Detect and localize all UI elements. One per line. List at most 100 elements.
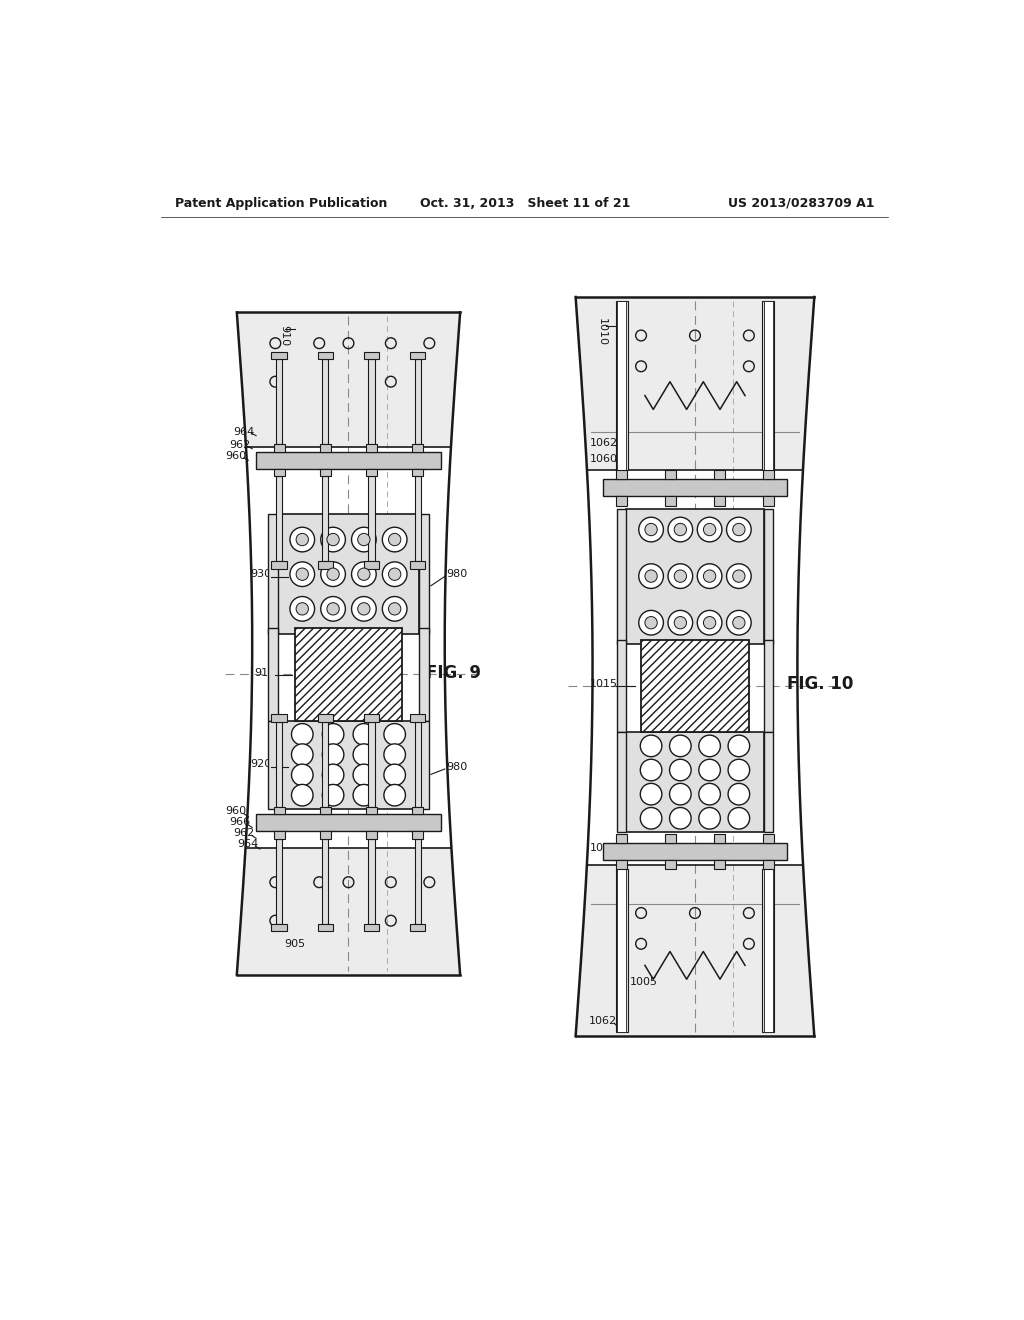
Bar [764, 733, 773, 832]
Bar [323, 840, 329, 924]
Text: 966: 966 [229, 817, 250, 828]
Circle shape [351, 527, 376, 552]
Circle shape [668, 610, 692, 635]
Circle shape [384, 723, 406, 744]
Bar [413, 444, 423, 451]
Circle shape [321, 562, 345, 586]
Bar [319, 807, 331, 814]
Circle shape [697, 517, 722, 541]
Bar [317, 714, 333, 722]
Circle shape [321, 597, 345, 622]
Polygon shape [575, 866, 814, 1036]
Bar [413, 807, 423, 814]
Bar [273, 807, 285, 814]
Circle shape [697, 610, 722, 635]
Bar [410, 924, 425, 932]
Text: 915: 915 [254, 668, 274, 677]
Bar [419, 628, 429, 721]
Circle shape [351, 562, 376, 586]
Circle shape [674, 616, 686, 628]
Circle shape [733, 523, 745, 536]
Circle shape [698, 808, 720, 829]
Bar [276, 477, 283, 561]
Bar [763, 470, 773, 479]
Text: 910: 910 [280, 325, 289, 346]
Bar [268, 721, 278, 809]
Bar [364, 924, 379, 932]
Circle shape [357, 568, 370, 581]
Circle shape [323, 784, 344, 807]
Text: 1062: 1062 [590, 438, 617, 449]
Circle shape [727, 564, 752, 589]
Circle shape [698, 759, 720, 781]
Bar [763, 859, 773, 869]
Bar [602, 479, 787, 496]
Bar [319, 469, 331, 477]
Bar [319, 444, 331, 451]
Circle shape [670, 783, 691, 805]
Circle shape [674, 570, 686, 582]
Bar [369, 477, 375, 561]
Circle shape [645, 523, 657, 536]
Bar [295, 628, 402, 721]
Bar [276, 840, 283, 924]
Circle shape [640, 783, 662, 805]
Polygon shape [575, 297, 814, 470]
Circle shape [292, 723, 313, 744]
Circle shape [292, 784, 313, 807]
Text: 1010: 1010 [596, 318, 606, 346]
Bar [764, 301, 773, 470]
Circle shape [703, 616, 716, 628]
Bar [665, 859, 676, 869]
Bar [419, 721, 429, 809]
Circle shape [670, 759, 691, 781]
Circle shape [323, 723, 344, 744]
Circle shape [353, 784, 375, 807]
Bar [323, 477, 329, 561]
Circle shape [353, 764, 375, 785]
Bar [616, 834, 628, 843]
Bar [413, 832, 423, 840]
Circle shape [388, 533, 400, 545]
Bar [616, 859, 628, 869]
Bar [415, 477, 421, 561]
Bar [268, 515, 278, 635]
Bar [317, 351, 333, 359]
Circle shape [703, 523, 716, 536]
Text: Oct. 31, 2013   Sheet 11 of 21: Oct. 31, 2013 Sheet 11 of 21 [420, 197, 630, 210]
Bar [317, 561, 333, 569]
Bar [369, 359, 375, 444]
Polygon shape [237, 313, 460, 447]
Text: 1005: 1005 [630, 977, 657, 987]
Circle shape [674, 523, 686, 536]
Circle shape [290, 562, 314, 586]
Circle shape [727, 517, 752, 541]
Bar [273, 469, 285, 477]
Bar [410, 351, 425, 359]
Circle shape [733, 616, 745, 628]
Circle shape [698, 783, 720, 805]
Text: 930: 930 [250, 569, 271, 579]
Circle shape [388, 568, 400, 581]
Circle shape [668, 517, 692, 541]
Text: 962: 962 [229, 440, 251, 450]
Circle shape [645, 616, 657, 628]
Bar [367, 469, 377, 477]
Circle shape [728, 808, 750, 829]
Bar [367, 807, 377, 814]
Bar [317, 924, 333, 932]
Bar [714, 496, 725, 506]
Bar [616, 733, 626, 832]
Bar [763, 834, 773, 843]
Bar [369, 840, 375, 924]
Bar [278, 721, 419, 809]
Circle shape [353, 744, 375, 766]
Bar [626, 733, 764, 832]
Circle shape [382, 527, 407, 552]
Text: FIG. 9: FIG. 9 [426, 664, 481, 681]
Circle shape [698, 735, 720, 756]
Bar [763, 496, 773, 506]
Bar [764, 640, 773, 733]
Text: 920: 920 [250, 759, 271, 770]
Bar [276, 722, 283, 807]
